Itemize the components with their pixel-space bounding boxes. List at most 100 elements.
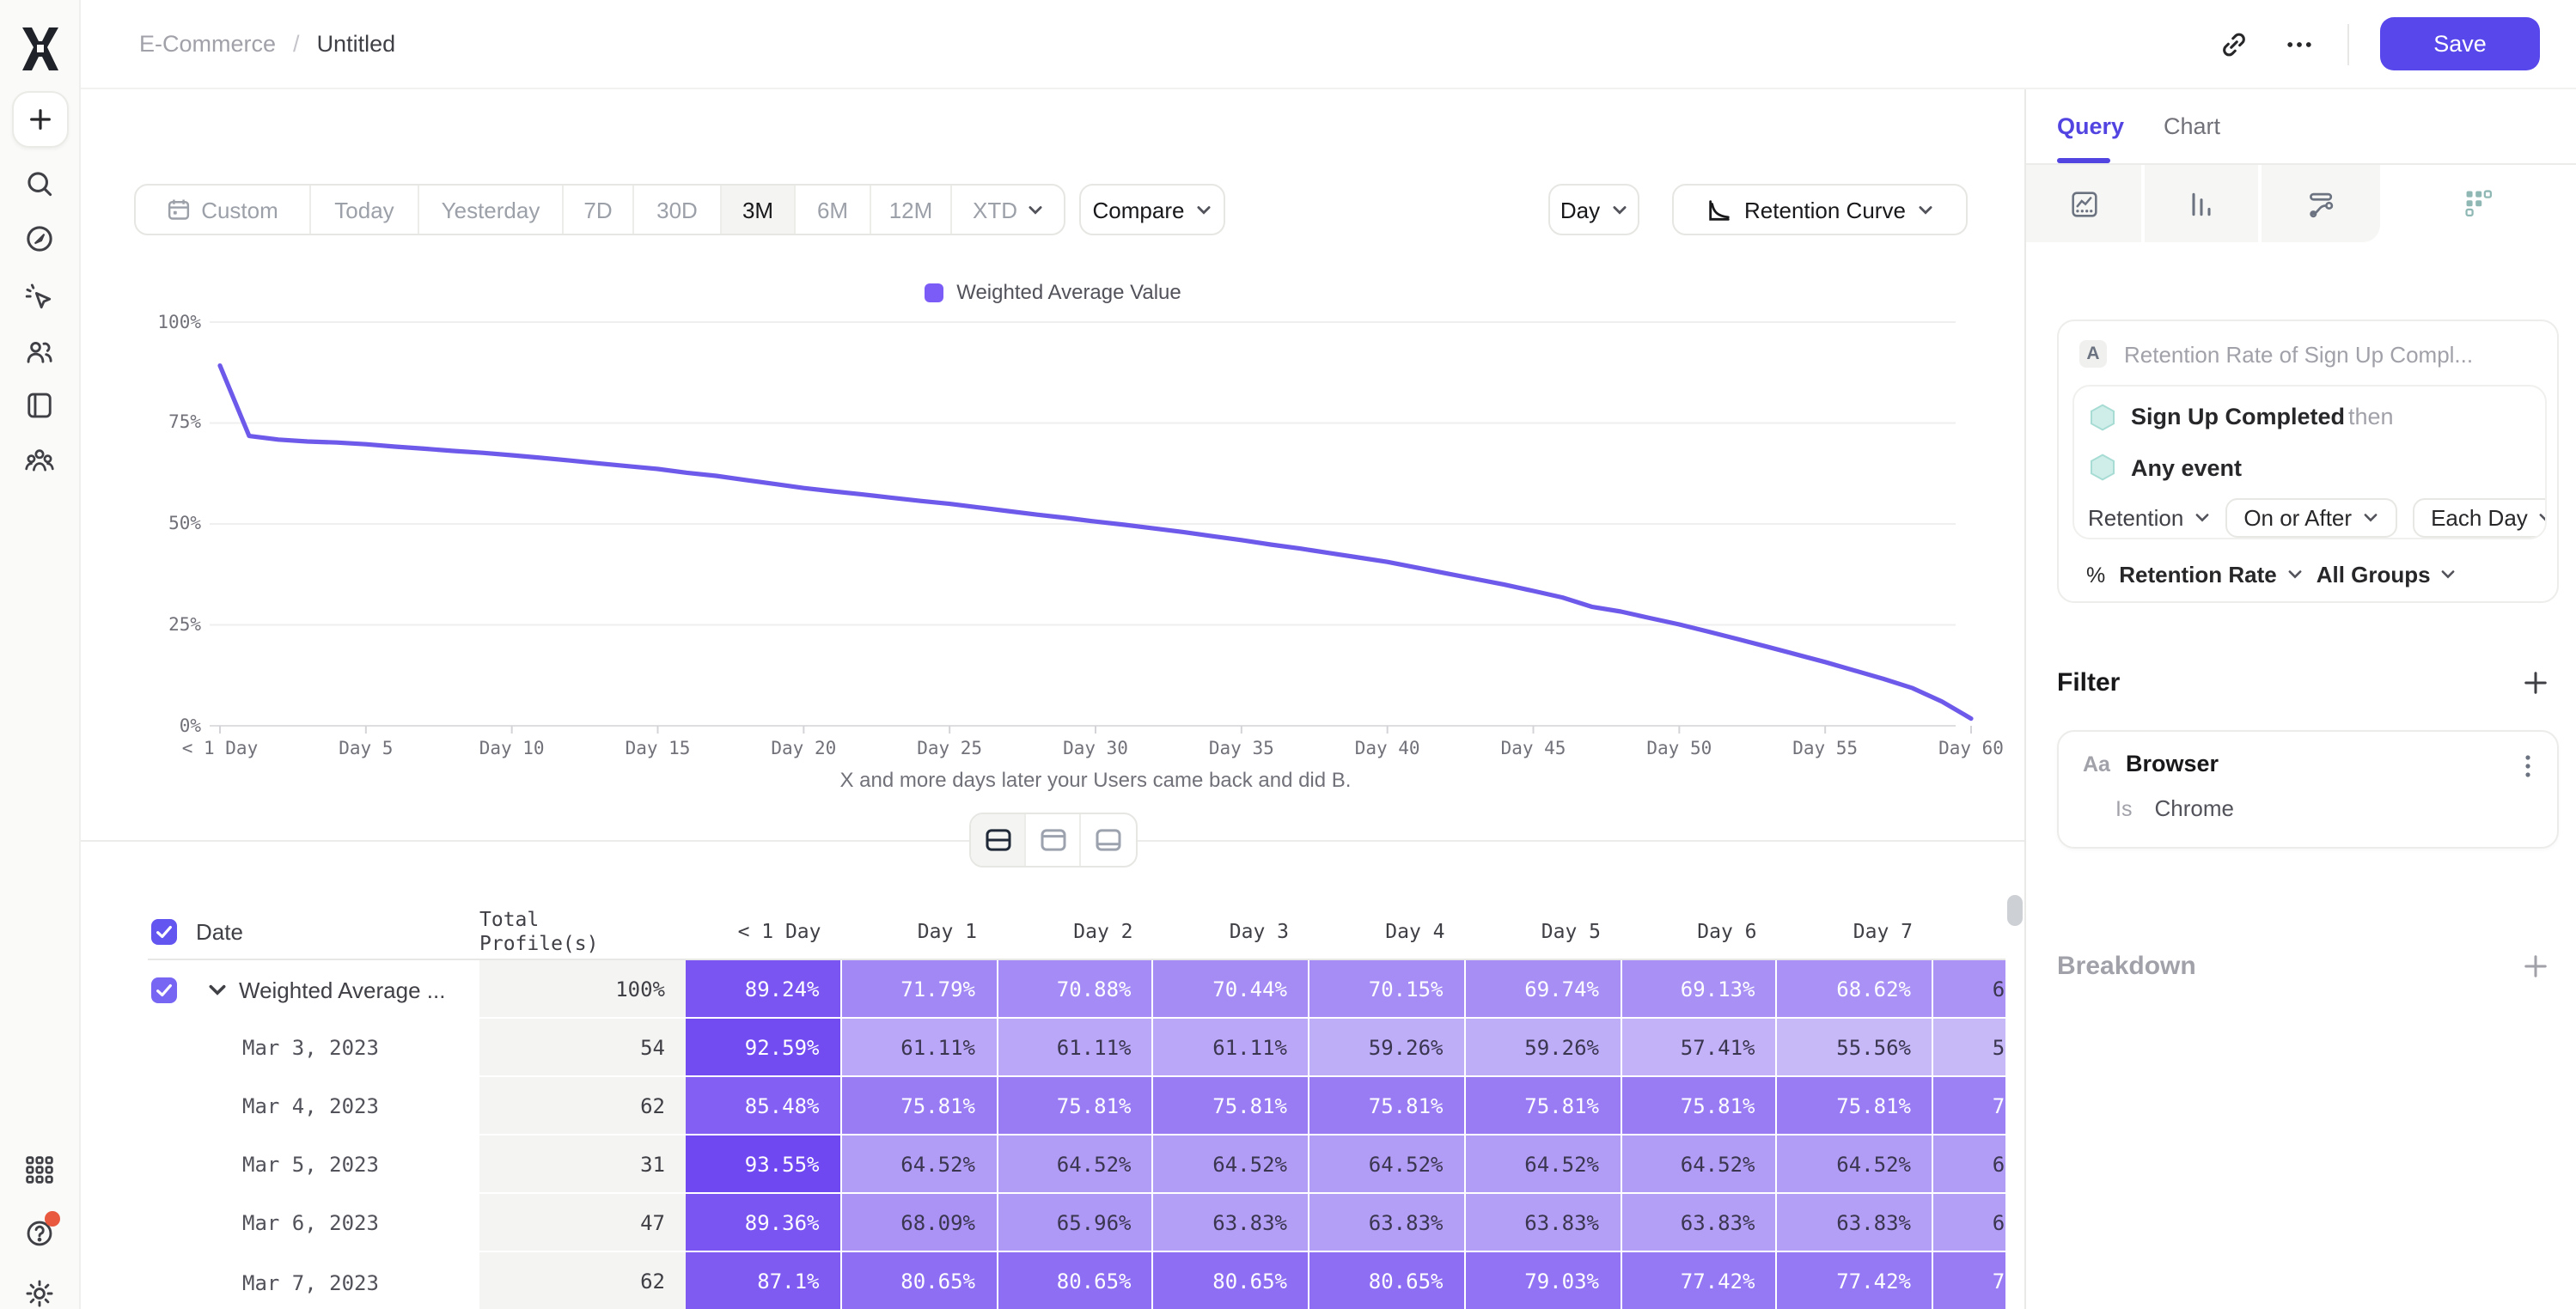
save-button[interactable]: Save [2380, 17, 2540, 70]
search-icon[interactable] [24, 168, 55, 199]
range-30d[interactable]: 30D [634, 186, 722, 234]
filter-operator[interactable]: Is [2115, 796, 2133, 820]
retention-cell[interactable]: 63.83% [1153, 1194, 1309, 1253]
app-logo-icon[interactable] [19, 26, 62, 72]
breadcrumb-workspace[interactable]: E-Commerce [139, 31, 277, 57]
retention-cell[interactable]: 80.65% [1153, 1252, 1309, 1309]
retention-cell[interactable]: 64.52% [1933, 1135, 2005, 1195]
retention-cell[interactable]: 80.65% [841, 1252, 998, 1309]
retention-cell[interactable]: 93.55% [686, 1135, 842, 1195]
table-scrollbar[interactable] [2007, 895, 2023, 926]
range-yesterday[interactable]: Yesterday [419, 186, 564, 234]
layout-bottom-panel-icon[interactable] [1081, 814, 1136, 866]
add-filter-icon[interactable] [2523, 670, 2549, 696]
filter-card[interactable]: Aa Browser Is Chrome [2057, 730, 2559, 849]
cohorts-group-icon[interactable] [24, 445, 55, 476]
retention-cell[interactable]: 75.81% [1153, 1077, 1309, 1136]
filter-value[interactable]: Chrome [2154, 795, 2234, 821]
retention-cell[interactable]: 80.65% [998, 1252, 1154, 1309]
column-header-day[interactable]: Day 7 [1853, 919, 1913, 943]
range-3m[interactable]: 3M [722, 186, 796, 234]
retention-cell[interactable]: 85.48% [686, 1077, 842, 1136]
retention-cell[interactable]: 75.81% [998, 1077, 1154, 1136]
retention-cell[interactable]: 61.11% [998, 1019, 1154, 1078]
copy-link-icon[interactable] [2217, 27, 2251, 61]
retention-cell[interactable]: 89.36% [686, 1194, 842, 1253]
retention-cell[interactable]: 69.74% [1465, 960, 1621, 1020]
retention-cell[interactable]: 64.52% [1777, 1135, 1933, 1195]
retention-cell[interactable]: 64.52% [1153, 1135, 1309, 1195]
compass-icon[interactable] [24, 223, 55, 254]
retention-cell[interactable]: 69.13% [1621, 960, 1778, 1020]
retention-cell[interactable]: 55.56% [1933, 1019, 2005, 1078]
retention-cell[interactable]: 75.81% [1465, 1077, 1621, 1136]
range-today[interactable]: Today [311, 186, 419, 234]
filter-kebab-icon[interactable] [2516, 752, 2540, 780]
range-12m[interactable]: 12M [871, 186, 952, 234]
table-row[interactable]: Mar 4, 2023 62 85.48% 75.81% 75.81% 75.81% 75.… [148, 1077, 2005, 1136]
chart-legend[interactable]: Weighted Average Value [81, 280, 2024, 304]
select-all-checkbox[interactable] [151, 918, 177, 944]
retention-type-dropdown[interactable]: Retention [2088, 505, 2209, 531]
tab-chart[interactable]: Chart [2164, 113, 2221, 139]
retention-cell[interactable]: 75.81% [1309, 1077, 1466, 1136]
column-header-day[interactable]: Day 5 [1541, 919, 1601, 943]
retention-cell[interactable]: 55.56% [1777, 1019, 1933, 1078]
retention-cell[interactable]: 63.83% [1309, 1194, 1466, 1253]
table-row[interactable]: Mar 5, 2023 31 93.55% 64.52% 64.52% 64.52% 64.… [148, 1135, 2005, 1195]
retention-cell[interactable]: 70.88% [998, 960, 1154, 1020]
retention-operator-dropdown[interactable]: On or After [2225, 498, 2397, 538]
tab-query[interactable]: Query [2057, 113, 2125, 139]
retention-cell[interactable]: 68.11% [1933, 960, 2005, 1020]
retention-cell[interactable]: 71.79% [841, 960, 998, 1020]
retention-cell[interactable]: 75.81% [841, 1077, 998, 1136]
table-row[interactable]: Mar 7, 2023 62 87.1% 80.65% 80.65% 80.65% 80.6… [148, 1252, 2005, 1309]
query-step-1[interactable]: Sign Up Completed then [2090, 402, 2394, 433]
retention-cell[interactable]: 79.03% [1465, 1252, 1621, 1309]
column-header-day[interactable]: Day 1 [917, 919, 977, 943]
retention-cell[interactable]: 64.52% [1309, 1135, 1466, 1195]
retention-cell[interactable]: 77.42% [1621, 1252, 1778, 1309]
retention-cell[interactable]: 75.81% [1621, 1077, 1778, 1136]
retention-cell[interactable]: 63.83% [1465, 1194, 1621, 1253]
retention-cell[interactable]: 77.42% [1777, 1252, 1933, 1309]
events-click-icon[interactable] [24, 282, 55, 313]
compare-button[interactable]: Compare [1079, 184, 1225, 235]
granularity-dropdown[interactable]: Day [1548, 184, 1639, 235]
layout-top-panel-icon[interactable] [1026, 814, 1081, 866]
column-header-day[interactable]: < 1 Day [737, 919, 821, 943]
column-header-total[interactable]: Total Profile(s) [479, 907, 599, 955]
retention-cell[interactable]: 68.09% [841, 1194, 998, 1253]
retention-cell[interactable]: 57.41% [1621, 1019, 1778, 1078]
more-options-icon[interactable] [2282, 27, 2317, 61]
retention-cell[interactable]: 64.52% [1621, 1135, 1778, 1195]
query-title[interactable]: Retention Rate of Sign Up Compl... [2124, 341, 2474, 367]
retention-cell[interactable]: 92.59% [686, 1019, 842, 1078]
retention-granularity-dropdown[interactable]: Each Day [2412, 498, 2545, 538]
retention-cell[interactable]: 75.81% [1777, 1077, 1933, 1136]
column-header-day[interactable]: Day 6 [1697, 919, 1757, 943]
retention-cell[interactable]: 59.26% [1465, 1019, 1621, 1078]
chart-type-line-icon[interactable] [2026, 165, 2145, 242]
range-xtd[interactable]: XTD [952, 186, 1064, 234]
retention-cell[interactable]: 87.1% [686, 1252, 842, 1309]
retention-cell[interactable]: 64.52% [998, 1135, 1154, 1195]
retention-cell[interactable]: 70.44% [1153, 960, 1309, 1020]
column-header-day[interactable]: Day 3 [1229, 919, 1289, 943]
retention-cell[interactable]: 64.52% [841, 1135, 998, 1195]
users-icon[interactable] [24, 337, 55, 368]
new-report-button[interactable] [12, 91, 69, 148]
layout-split-horizontal-icon[interactable] [971, 814, 1026, 866]
breadcrumb-page-title[interactable]: Untitled [316, 31, 396, 57]
retention-cell[interactable]: 59.26% [1309, 1019, 1466, 1078]
retention-cell[interactable]: 63.83% [1933, 1194, 2005, 1253]
retention-cell[interactable]: 64.52% [1465, 1135, 1621, 1195]
table-row[interactable]: Mar 3, 2023 54 92.59% 61.11% 61.11% 61.11% 59.… [148, 1019, 2005, 1078]
retention-cell[interactable]: 89.24% [686, 960, 842, 1020]
notebook-icon[interactable] [24, 390, 55, 421]
query-step-2[interactable]: Any event [2090, 454, 2242, 481]
retention-cell[interactable]: 63.83% [1621, 1194, 1778, 1253]
column-header-day[interactable]: Day 4 [1385, 919, 1445, 943]
groups-dropdown[interactable]: All Groups [2317, 562, 2457, 588]
retention-cell[interactable]: 68.62% [1777, 960, 1933, 1020]
